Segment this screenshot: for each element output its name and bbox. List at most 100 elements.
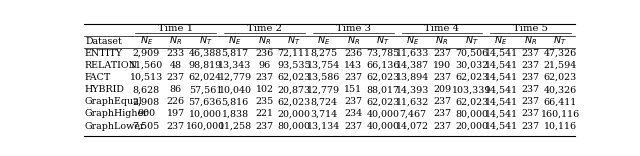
Text: 72,111: 72,111 xyxy=(278,49,310,58)
Text: GraphLower: GraphLower xyxy=(85,122,145,131)
Text: 209: 209 xyxy=(433,85,451,94)
Text: 46,388: 46,388 xyxy=(189,49,222,58)
Text: 233: 233 xyxy=(167,49,185,58)
Text: 96: 96 xyxy=(259,61,271,70)
Text: 237: 237 xyxy=(522,73,540,82)
Text: 1,838: 1,838 xyxy=(221,110,248,118)
Text: 14,541: 14,541 xyxy=(484,61,518,70)
Text: FACT: FACT xyxy=(85,73,111,82)
Text: 93,535: 93,535 xyxy=(277,61,311,70)
Text: Time 2: Time 2 xyxy=(247,24,282,34)
Text: 12,779: 12,779 xyxy=(307,85,340,94)
Text: $N_T$: $N_T$ xyxy=(554,35,567,47)
Text: 234: 234 xyxy=(344,110,362,118)
Text: 237: 237 xyxy=(522,61,540,70)
Text: Time 4: Time 4 xyxy=(424,24,460,34)
Text: 237: 237 xyxy=(167,122,185,131)
Text: 57,636: 57,636 xyxy=(189,97,222,106)
Text: 11,632: 11,632 xyxy=(396,97,429,106)
Text: 237: 237 xyxy=(433,110,451,118)
Text: 226: 226 xyxy=(167,97,185,106)
Text: 13,586: 13,586 xyxy=(307,73,340,82)
Text: 237: 237 xyxy=(255,122,274,131)
Text: 40,000: 40,000 xyxy=(366,110,399,118)
Text: 236: 236 xyxy=(344,49,362,58)
Text: 151: 151 xyxy=(344,85,362,94)
Text: 237: 237 xyxy=(344,122,362,131)
Text: 13,754: 13,754 xyxy=(307,61,340,70)
Text: 235: 235 xyxy=(255,97,274,106)
Text: 237: 237 xyxy=(255,73,274,82)
Text: 86: 86 xyxy=(170,85,182,94)
Text: $N_T$: $N_T$ xyxy=(376,35,390,47)
Text: $N_R$: $N_R$ xyxy=(258,35,271,47)
Text: $N_E$: $N_E$ xyxy=(228,35,242,47)
Text: 70,506: 70,506 xyxy=(455,49,488,58)
Text: 237: 237 xyxy=(433,73,451,82)
Text: Time 5: Time 5 xyxy=(513,24,548,34)
Text: 221: 221 xyxy=(255,110,273,118)
Text: 11,258: 11,258 xyxy=(218,122,252,131)
Text: 62,023: 62,023 xyxy=(366,97,399,106)
Text: 10,513: 10,513 xyxy=(130,73,163,82)
Text: 5,816: 5,816 xyxy=(221,97,248,106)
Text: 237: 237 xyxy=(522,110,540,118)
Text: 62,023: 62,023 xyxy=(278,97,311,106)
Text: 30,032: 30,032 xyxy=(455,61,488,70)
Text: 40,000: 40,000 xyxy=(366,122,399,131)
Text: 8,724: 8,724 xyxy=(310,97,337,106)
Text: 14,541: 14,541 xyxy=(484,110,518,118)
Text: 11,560: 11,560 xyxy=(130,61,163,70)
Text: 237: 237 xyxy=(522,122,540,131)
Text: 80,000: 80,000 xyxy=(278,122,310,131)
Text: Time 3: Time 3 xyxy=(336,24,371,34)
Text: 57,561: 57,561 xyxy=(189,85,222,94)
Text: 103,339: 103,339 xyxy=(452,85,492,94)
Text: HYBRID: HYBRID xyxy=(85,85,125,94)
Text: 237: 237 xyxy=(344,97,362,106)
Text: $N_R$: $N_R$ xyxy=(524,35,537,47)
Text: 14,541: 14,541 xyxy=(484,122,518,131)
Text: $N_E$: $N_E$ xyxy=(406,35,419,47)
Text: 13,894: 13,894 xyxy=(396,73,429,82)
Text: $N_R$: $N_R$ xyxy=(170,35,182,47)
Text: 14,072: 14,072 xyxy=(396,122,429,131)
Text: 66,411: 66,411 xyxy=(543,97,577,106)
Text: 73,785: 73,785 xyxy=(366,49,399,58)
Text: $N_E$: $N_E$ xyxy=(140,35,153,47)
Text: 237: 237 xyxy=(344,73,362,82)
Text: 102: 102 xyxy=(255,85,273,94)
Text: 66,136: 66,136 xyxy=(366,61,399,70)
Text: 20,873: 20,873 xyxy=(278,85,310,94)
Text: 14,541: 14,541 xyxy=(484,73,518,82)
Text: 2,908: 2,908 xyxy=(132,97,160,106)
Text: 98,819: 98,819 xyxy=(189,61,222,70)
Text: 900: 900 xyxy=(137,110,156,118)
Text: 47,326: 47,326 xyxy=(543,49,577,58)
Text: 237: 237 xyxy=(433,49,451,58)
Text: $N_E$: $N_E$ xyxy=(495,35,508,47)
Text: 7,505: 7,505 xyxy=(132,122,160,131)
Text: 160,000: 160,000 xyxy=(186,122,225,131)
Text: $N_R$: $N_R$ xyxy=(347,35,360,47)
Text: $N_E$: $N_E$ xyxy=(317,35,330,47)
Text: GraphEqual: GraphEqual xyxy=(85,97,143,106)
Text: 190: 190 xyxy=(433,61,451,70)
Text: $N_T$: $N_T$ xyxy=(287,35,301,47)
Text: 12,779: 12,779 xyxy=(218,73,252,82)
Text: 237: 237 xyxy=(433,97,451,106)
Text: 14,387: 14,387 xyxy=(396,61,429,70)
Text: 20,000: 20,000 xyxy=(278,110,310,118)
Text: 10,000: 10,000 xyxy=(189,110,222,118)
Text: 237: 237 xyxy=(433,122,451,131)
Text: 62,023: 62,023 xyxy=(455,97,488,106)
Text: 237: 237 xyxy=(167,73,185,82)
Text: 8,628: 8,628 xyxy=(132,85,160,94)
Text: 40,326: 40,326 xyxy=(543,85,577,94)
Text: 2,909: 2,909 xyxy=(132,49,160,58)
Text: 237: 237 xyxy=(522,85,540,94)
Text: $N_R$: $N_R$ xyxy=(435,35,449,47)
Text: 14,393: 14,393 xyxy=(396,85,429,94)
Text: 10,116: 10,116 xyxy=(543,122,577,131)
Text: 14,541: 14,541 xyxy=(484,97,518,106)
